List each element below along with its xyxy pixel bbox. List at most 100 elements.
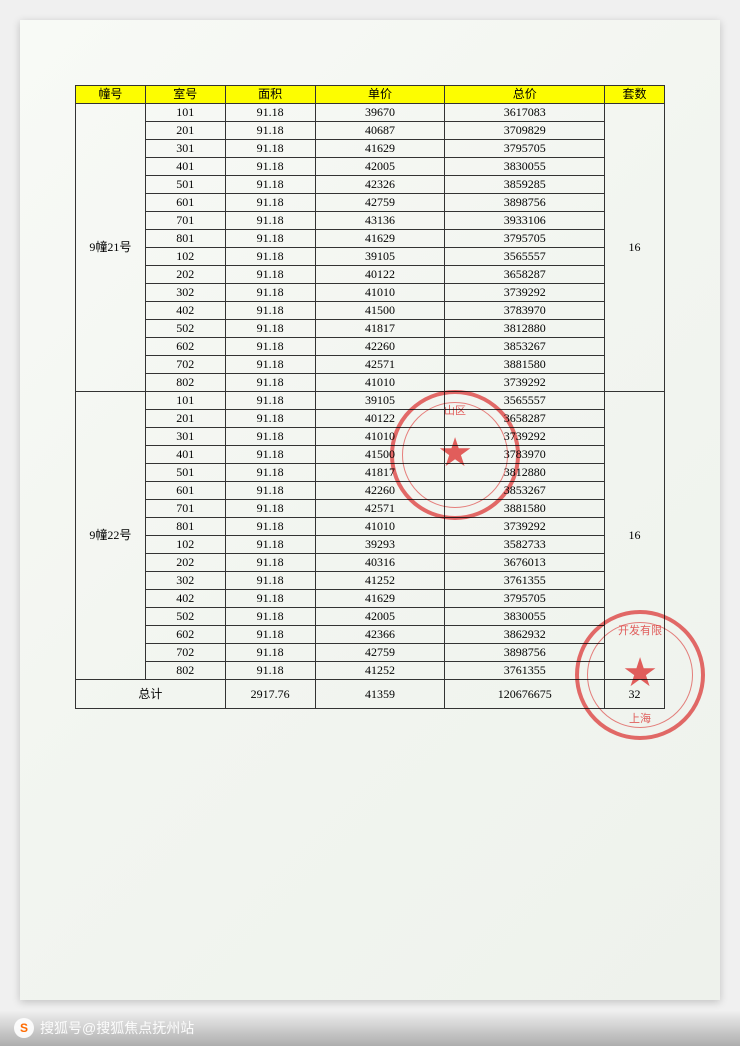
totals-label: 总计 <box>76 680 226 709</box>
room-cell: 501 <box>145 464 225 482</box>
total-price-cell: 3617083 <box>445 104 605 122</box>
room-cell: 502 <box>145 608 225 626</box>
unit-price-cell: 39105 <box>315 248 445 266</box>
table-row: 70291.18427593898756 <box>76 644 665 662</box>
room-cell: 201 <box>145 122 225 140</box>
unit-price-cell: 41010 <box>315 374 445 392</box>
room-cell: 301 <box>145 140 225 158</box>
total-price-cell: 3933106 <box>445 212 605 230</box>
table-row: 40191.18420053830055 <box>76 158 665 176</box>
table-row: 20191.18401223658287 <box>76 410 665 428</box>
room-cell: 701 <box>145 212 225 230</box>
room-cell: 101 <box>145 392 225 410</box>
header-room: 室号 <box>145 86 225 104</box>
table-row: 80291.18410103739292 <box>76 374 665 392</box>
room-cell: 302 <box>145 572 225 590</box>
area-cell: 91.18 <box>225 284 315 302</box>
total-price-cell: 3853267 <box>445 338 605 356</box>
unit-price-cell: 42005 <box>315 608 445 626</box>
room-cell: 202 <box>145 554 225 572</box>
area-cell: 91.18 <box>225 122 315 140</box>
total-price-cell: 3898756 <box>445 644 605 662</box>
total-price-cell: 3582733 <box>445 536 605 554</box>
area-cell: 91.18 <box>225 590 315 608</box>
room-cell: 801 <box>145 518 225 536</box>
total-price-cell: 3658287 <box>445 410 605 428</box>
total-price-cell: 3859285 <box>445 176 605 194</box>
total-price-cell: 3795705 <box>445 140 605 158</box>
total-price-cell: 3739292 <box>445 518 605 536</box>
price-table-container: 幢号 室号 面积 单价 总价 套数 9幢21号10191.18396703617… <box>75 85 665 709</box>
total-price-cell: 3565557 <box>445 248 605 266</box>
room-cell: 801 <box>145 230 225 248</box>
area-cell: 91.18 <box>225 662 315 680</box>
room-cell: 601 <box>145 482 225 500</box>
room-cell: 802 <box>145 662 225 680</box>
area-cell: 91.18 <box>225 104 315 122</box>
table-row: 9幢21号10191.1839670361708316 <box>76 104 665 122</box>
total-price-cell: 3830055 <box>445 608 605 626</box>
header-unit-price: 单价 <box>315 86 445 104</box>
room-cell: 702 <box>145 356 225 374</box>
area-cell: 91.18 <box>225 194 315 212</box>
total-price-cell: 3761355 <box>445 662 605 680</box>
room-cell: 502 <box>145 320 225 338</box>
room-cell: 802 <box>145 374 225 392</box>
count-cell: 16 <box>605 104 665 392</box>
table-row: 80191.18416293795705 <box>76 230 665 248</box>
total-price-cell: 3795705 <box>445 590 605 608</box>
table-row: 30191.18416293795705 <box>76 140 665 158</box>
total-price-cell: 3881580 <box>445 356 605 374</box>
area-cell: 91.18 <box>225 554 315 572</box>
room-cell: 601 <box>145 194 225 212</box>
unit-price-cell: 42571 <box>315 356 445 374</box>
header-area: 面积 <box>225 86 315 104</box>
total-price-cell: 3898756 <box>445 194 605 212</box>
totals-unit: 41359 <box>315 680 445 709</box>
area-cell: 91.18 <box>225 572 315 590</box>
table-row: 80291.18412523761355 <box>76 662 665 680</box>
room-cell: 402 <box>145 302 225 320</box>
area-cell: 91.18 <box>225 446 315 464</box>
price-table: 幢号 室号 面积 单价 总价 套数 9幢21号10191.18396703617… <box>75 85 665 709</box>
unit-price-cell: 40316 <box>315 554 445 572</box>
unit-price-cell: 42571 <box>315 500 445 518</box>
room-cell: 602 <box>145 626 225 644</box>
table-row: 50191.18423263859285 <box>76 176 665 194</box>
area-cell: 91.18 <box>225 392 315 410</box>
unit-price-cell: 42260 <box>315 482 445 500</box>
area-cell: 91.18 <box>225 302 315 320</box>
unit-price-cell: 41629 <box>315 230 445 248</box>
table-row: 9幢22号10191.1839105356555716 <box>76 392 665 410</box>
room-cell: 401 <box>145 158 225 176</box>
unit-price-cell: 42366 <box>315 626 445 644</box>
room-cell: 102 <box>145 248 225 266</box>
header-count: 套数 <box>605 86 665 104</box>
building-cell: 9幢21号 <box>76 104 146 392</box>
area-cell: 91.18 <box>225 428 315 446</box>
unit-price-cell: 41010 <box>315 284 445 302</box>
area-cell: 91.18 <box>225 248 315 266</box>
total-price-cell: 3812880 <box>445 464 605 482</box>
totals-area: 2917.76 <box>225 680 315 709</box>
unit-price-cell: 39670 <box>315 104 445 122</box>
header-building: 幢号 <box>76 86 146 104</box>
total-price-cell: 3830055 <box>445 158 605 176</box>
area-cell: 91.18 <box>225 644 315 662</box>
area-cell: 91.18 <box>225 158 315 176</box>
total-price-cell: 3881580 <box>445 500 605 518</box>
table-row: 80191.18410103739292 <box>76 518 665 536</box>
total-price-cell: 3812880 <box>445 320 605 338</box>
room-cell: 602 <box>145 338 225 356</box>
area-cell: 91.18 <box>225 230 315 248</box>
table-row: 40291.18416293795705 <box>76 590 665 608</box>
area-cell: 91.18 <box>225 356 315 374</box>
table-row: 60291.18422603853267 <box>76 338 665 356</box>
unit-price-cell: 42005 <box>315 158 445 176</box>
room-cell: 301 <box>145 428 225 446</box>
area-cell: 91.18 <box>225 266 315 284</box>
table-row: 10291.18391053565557 <box>76 248 665 266</box>
table-row: 30191.18410103739292 <box>76 428 665 446</box>
unit-price-cell: 40122 <box>315 266 445 284</box>
table-row: 40291.18415003783970 <box>76 302 665 320</box>
